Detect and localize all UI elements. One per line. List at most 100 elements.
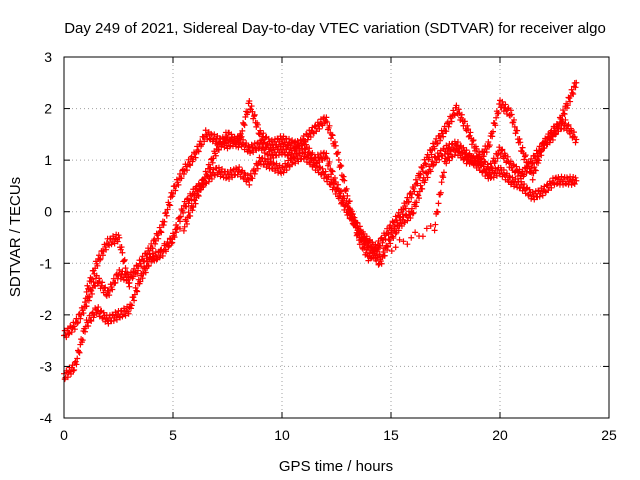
data-point	[399, 211, 406, 218]
data-point	[392, 244, 399, 251]
data-point	[419, 185, 426, 192]
y-tick-label: 3	[44, 49, 52, 65]
data-point	[511, 123, 518, 130]
data-point	[198, 141, 205, 148]
data-point	[254, 165, 261, 172]
data-point	[251, 170, 258, 177]
data-point	[404, 217, 411, 224]
data-point	[212, 152, 219, 159]
data-point	[103, 246, 110, 253]
data-point	[332, 142, 339, 149]
data-point	[464, 122, 471, 129]
data-point	[553, 180, 560, 187]
data-point	[195, 148, 202, 155]
data-point	[85, 286, 92, 293]
data-point	[346, 205, 353, 212]
data-point	[368, 244, 375, 251]
data-point	[565, 121, 572, 128]
data-point	[414, 180, 421, 187]
data-point	[337, 188, 344, 195]
data-point	[161, 240, 168, 247]
data-point	[506, 173, 513, 180]
data-point	[236, 141, 243, 148]
data-point	[340, 173, 347, 180]
data-point	[513, 163, 520, 170]
data-point	[445, 123, 452, 130]
data-point	[240, 121, 247, 128]
data-point	[126, 283, 133, 290]
data-point	[114, 238, 121, 245]
x-tick-label: 25	[601, 427, 617, 443]
data-point	[201, 138, 208, 145]
data-point	[355, 225, 362, 232]
data-point	[516, 166, 523, 173]
data-point	[473, 145, 480, 152]
data-point	[187, 212, 194, 219]
data-point	[316, 125, 323, 132]
data-point	[343, 198, 350, 205]
data-point	[164, 238, 171, 245]
data-point	[284, 152, 291, 159]
data-point	[499, 98, 506, 105]
y-tick-label: -2	[40, 307, 53, 323]
data-point	[71, 323, 78, 330]
data-point	[461, 118, 468, 125]
data-point	[548, 184, 555, 191]
data-point	[304, 136, 311, 143]
data-point	[178, 175, 185, 182]
data-point	[474, 157, 481, 164]
data-point	[518, 178, 525, 185]
data-point	[443, 128, 450, 135]
data-point	[419, 168, 426, 175]
data-point	[74, 320, 81, 327]
data-point	[180, 209, 187, 216]
data-point	[496, 144, 503, 151]
data-point	[475, 161, 482, 168]
data-point	[427, 168, 434, 175]
data-point	[553, 131, 560, 138]
data-point	[570, 129, 577, 136]
data-point	[551, 127, 558, 134]
data-point	[525, 160, 532, 167]
data-point	[380, 245, 387, 252]
data-point	[248, 103, 255, 110]
data-point	[187, 162, 194, 169]
data-point	[529, 176, 536, 183]
data-point	[477, 156, 484, 163]
data-point	[241, 122, 248, 129]
data-point	[439, 172, 446, 179]
data-point	[99, 279, 106, 286]
data-point	[497, 170, 503, 177]
data-point	[89, 290, 96, 297]
data-point	[384, 229, 391, 236]
data-point	[493, 114, 500, 121]
data-point	[215, 164, 222, 171]
data-point	[131, 265, 138, 272]
data-point	[122, 312, 129, 319]
x-tick-label: 10	[274, 427, 290, 443]
data-point	[384, 243, 391, 250]
data-point	[250, 113, 257, 120]
data-point	[87, 317, 94, 324]
data-point	[563, 174, 570, 181]
y-tick-label: 0	[44, 204, 52, 220]
data-point	[221, 139, 228, 146]
data-point	[341, 177, 348, 184]
data-point	[494, 155, 501, 162]
data-point	[555, 125, 562, 132]
data-point	[463, 147, 470, 154]
data-point	[155, 235, 162, 242]
data-point	[180, 171, 187, 178]
data-point	[507, 107, 514, 114]
data-point	[86, 294, 93, 301]
data-point	[264, 156, 271, 163]
data-point	[564, 122, 571, 129]
data-point	[177, 218, 184, 225]
data-point	[563, 105, 570, 112]
data-point	[335, 149, 342, 156]
data-point	[567, 130, 574, 137]
data-point	[409, 205, 416, 212]
data-point	[70, 367, 77, 374]
data-point	[412, 203, 419, 210]
